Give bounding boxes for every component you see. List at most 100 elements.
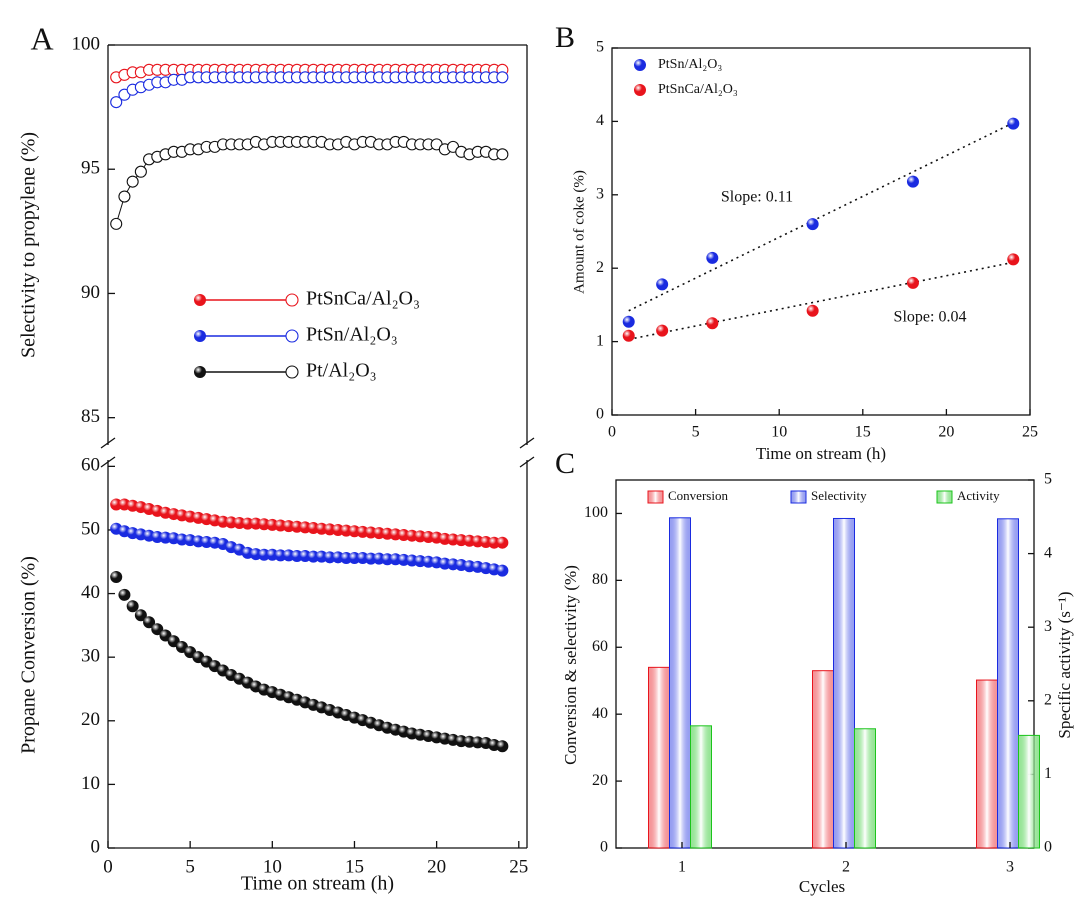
x-axis-label: Cycles	[799, 877, 845, 896]
y-tick-label: 0	[91, 836, 101, 857]
coke-point	[806, 218, 819, 231]
selectivity-point	[118, 190, 131, 203]
coke-point	[906, 276, 919, 289]
axis-break	[519, 437, 535, 449]
legend-swatch	[936, 490, 953, 504]
y-tick-label: 0	[596, 406, 604, 423]
fit-line	[628, 261, 1014, 341]
bar	[854, 728, 876, 849]
x-axis-label: Time on stream (h)	[241, 873, 394, 895]
y-tick-label: 5	[596, 39, 604, 56]
conversion-point	[110, 571, 123, 584]
bar	[690, 725, 712, 849]
y2-tick-label: 2	[1044, 691, 1052, 708]
selectivity-point	[110, 96, 123, 109]
selectivity-point	[496, 71, 509, 84]
legend-marker	[634, 59, 646, 71]
conversion-point	[290, 550, 303, 563]
legend-label: Conversion	[668, 488, 728, 503]
legend-marker	[285, 365, 299, 379]
legend-marker	[634, 84, 646, 96]
x-tick-label: 3	[1006, 859, 1014, 876]
y-tick-label: 85	[81, 406, 100, 427]
conversion-point	[496, 564, 509, 577]
y2-tick-label: 4	[1044, 544, 1052, 561]
conversion-point	[143, 616, 156, 629]
legend-label: PtSn/Al₂O₃	[306, 324, 398, 346]
y-tick-label: 100	[584, 504, 608, 521]
selectivity-point	[496, 148, 509, 161]
annotation: Slope: 0.04	[894, 309, 967, 326]
x-tick-label: 15	[345, 856, 364, 877]
x-tick-label: 5	[185, 856, 195, 877]
y-tick-label: 4	[596, 112, 604, 129]
coke-point	[906, 175, 919, 188]
y-tick-label: 2	[596, 259, 604, 276]
coke-point	[1007, 117, 1020, 130]
conversion-point	[151, 623, 164, 636]
conversion-point	[118, 588, 131, 601]
bar	[1018, 734, 1040, 849]
axis-break	[100, 437, 116, 449]
bar	[976, 679, 998, 849]
bar	[997, 518, 1019, 849]
y-tick-label: 3	[596, 185, 604, 202]
legend-swatch	[790, 490, 807, 504]
y-tick-label: 30	[81, 646, 100, 667]
y2-tick-label: 0	[1044, 839, 1052, 856]
legend-marker	[285, 329, 299, 343]
y-tick-label: 60	[592, 638, 608, 655]
legend-marker	[285, 293, 299, 307]
y-tick-label: 90	[81, 282, 100, 303]
conversion-point	[340, 551, 353, 564]
coke-point	[656, 324, 669, 337]
axis-break	[100, 456, 116, 468]
x-tick-label: 5	[692, 424, 700, 441]
selectivity-point	[110, 217, 123, 230]
y-tick-label: 40	[81, 582, 100, 603]
y2-axis-label: Specific activity (s⁻¹)	[1055, 591, 1074, 738]
conversion-point	[110, 498, 123, 511]
x-tick-label: 25	[509, 856, 528, 877]
fit-line	[628, 122, 1014, 312]
legend-marker	[194, 366, 206, 378]
y-tick-label: 40	[592, 705, 608, 722]
y-tick-label: 20	[592, 772, 608, 789]
annotation: Slope: 0.11	[721, 189, 793, 206]
y-tick-label: 10	[81, 773, 100, 794]
x-tick-label: 0	[103, 856, 113, 877]
coke-point	[706, 251, 719, 264]
conversion-point	[364, 552, 377, 565]
x-axis-label: Time on stream (h)	[756, 444, 886, 463]
conversion-point	[323, 551, 336, 564]
y-tick-label: 100	[72, 33, 101, 54]
y2-tick-label: 1	[1044, 765, 1052, 782]
y2-tick-label: 3	[1044, 618, 1052, 635]
conversion-point	[307, 550, 320, 563]
legend-label: PtSn/Al₂O₃	[658, 57, 722, 72]
panel-label: C	[555, 447, 575, 480]
x-tick-label: 10	[263, 856, 282, 877]
conversion-point	[348, 551, 361, 564]
y-tick-label: 1	[596, 332, 604, 349]
conversion-point	[134, 609, 147, 622]
x-tick-label: 15	[855, 424, 871, 441]
x-tick-label: 1	[678, 859, 686, 876]
x-tick-label: 20	[938, 424, 954, 441]
x-tick-label: 20	[427, 856, 446, 877]
x-tick-label: 0	[608, 424, 616, 441]
y-axis-label: Propane Conversion (%)	[18, 556, 40, 754]
axis-break	[519, 456, 535, 468]
y-tick-label: 0	[600, 839, 608, 856]
legend-swatch	[647, 490, 664, 504]
conversion-point	[381, 553, 394, 566]
coke-point	[706, 317, 719, 330]
selectivity-point	[126, 175, 139, 188]
conversion-point	[126, 600, 139, 613]
conversion-point	[241, 517, 254, 530]
coke-point	[806, 304, 819, 317]
y-axis-label: Selectivity to propylene (%)	[18, 132, 40, 358]
bar	[812, 670, 834, 849]
